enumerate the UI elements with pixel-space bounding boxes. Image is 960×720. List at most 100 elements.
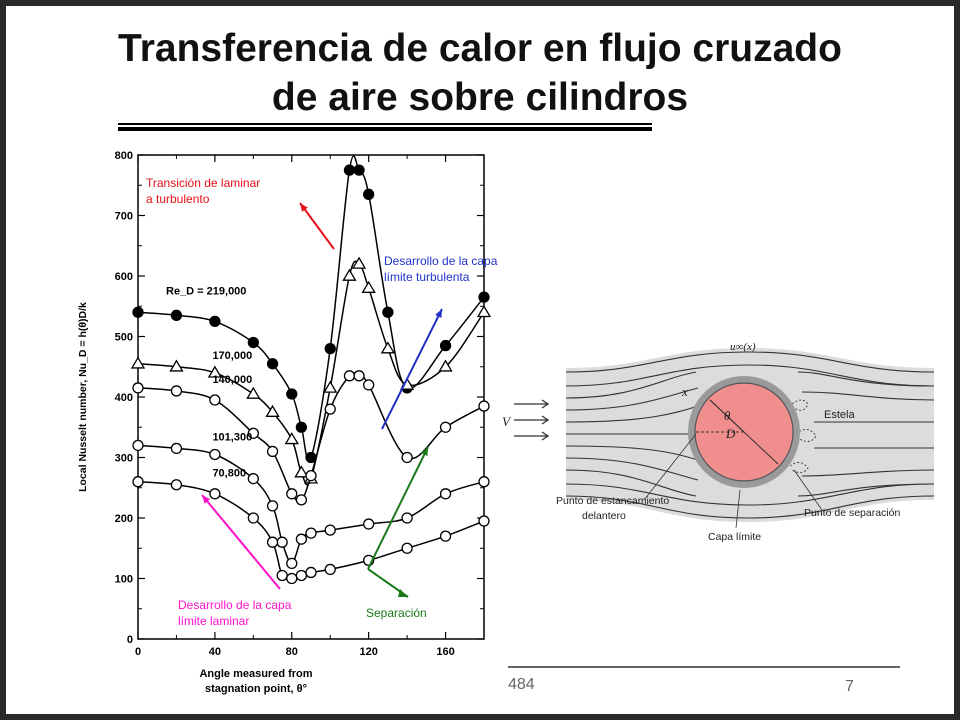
- data-point-101,300: [276, 536, 288, 548]
- separation-label: Punto de separación: [804, 507, 900, 519]
- series-label-170,000: 170,000: [212, 350, 252, 362]
- data-point-140,000: [286, 488, 298, 500]
- data-point-101,300: [363, 518, 375, 530]
- data-point-170,000: [284, 432, 299, 445]
- data-point-140,000: [305, 469, 317, 482]
- stagnation-leader: [643, 433, 697, 501]
- annotation-text: Desarrollo de la capa: [384, 254, 498, 268]
- slide-title-line2: de aire sobre cilindros: [271, 76, 689, 119]
- y-tick-label: 0: [127, 634, 133, 646]
- x-tick-label: 40: [209, 646, 221, 658]
- wake-label: Estela: [824, 409, 855, 421]
- nusselt-chart: 0 100 200 300 400 500 600 700 800 0 40 80 120 160 Loca…: [66, 139, 500, 710]
- data-point-170,000: [351, 256, 367, 269]
- x-axis-label-line2: stagnation point, θ°: [205, 683, 307, 695]
- data-point-140,000: [363, 379, 375, 391]
- data-point-170,000: [361, 280, 376, 293]
- boundary-layer-label: Capa límite: [708, 531, 761, 542]
- data-point-170,000: [246, 386, 261, 399]
- series-label-219,000: Re_D = 219,000: [166, 286, 246, 298]
- cylinder-flow-diagram: V x θ D u∞(x) Estela Punto de estancamie…: [496, 330, 934, 542]
- data-point-140,000: [170, 385, 183, 397]
- data-point-219,000: [286, 388, 298, 400]
- data-point-170,000: [130, 356, 146, 369]
- data-point-70,800: [247, 512, 259, 524]
- data-point-101,300: [209, 448, 221, 461]
- data-point-170,000: [380, 341, 396, 354]
- data-point-219,000: [209, 315, 221, 328]
- boundary-layer-leader: [735, 489, 741, 529]
- theta-label: θ: [724, 408, 731, 423]
- data-point-101,300: [247, 473, 259, 485]
- data-point-140,000: [353, 370, 365, 382]
- data-point-70,800: [295, 569, 308, 582]
- annotation-arrowhead: [421, 447, 428, 456]
- y-tick-label: 800: [115, 150, 133, 162]
- u-infinity-label: u∞(x): [730, 341, 756, 353]
- annotation-arrowhead: [435, 309, 442, 318]
- y-tick-label: 500: [115, 332, 133, 344]
- data-point-219,000: [132, 306, 144, 318]
- data-point-140,000: [343, 370, 356, 382]
- velocity-label: V: [502, 414, 512, 429]
- data-point-140,000: [209, 394, 221, 406]
- data-point-70,800: [286, 572, 298, 585]
- x-tick-label: 160: [436, 646, 454, 658]
- annotation-text: a turbulento: [146, 192, 210, 206]
- data-point-219,000: [295, 421, 308, 433]
- series-label-70,800: 70,800: [212, 468, 246, 480]
- data-point-219,000: [170, 309, 183, 321]
- streamlines: [565, 351, 934, 519]
- y-tick-label: 200: [115, 513, 133, 525]
- data-point-70,800: [209, 488, 221, 500]
- data-point-70,800: [439, 530, 452, 542]
- data-point-101,300: [170, 442, 183, 455]
- data-point-101,300: [478, 476, 490, 488]
- data-point-219,000: [439, 339, 452, 352]
- data-point-101,300: [305, 527, 317, 539]
- data-point-219,000: [353, 164, 365, 176]
- diameter-label: D: [725, 426, 736, 441]
- data-point-140,000: [266, 445, 279, 458]
- page-number: 7: [845, 678, 854, 695]
- data-point-170,000: [265, 404, 280, 417]
- x-tick-label: 80: [286, 646, 298, 658]
- data-point-101,300: [401, 512, 413, 524]
- data-point-170,000: [438, 359, 453, 372]
- data-point-219,000: [324, 342, 336, 355]
- data-point-70,800: [401, 542, 413, 554]
- annotation-text: Transición de laminar: [146, 176, 260, 190]
- annotation-text: límite laminar: [178, 614, 249, 628]
- angle-ray: [709, 399, 745, 433]
- stagnation-label-line2: delantero: [582, 510, 626, 522]
- data-point-170,000: [294, 465, 309, 478]
- annotation-text: límite turbulenta: [384, 270, 470, 284]
- data-point-219,000: [266, 358, 279, 370]
- data-point-219,000: [382, 306, 394, 318]
- data-point-70,800: [276, 569, 288, 582]
- title-underline-thick: [118, 127, 652, 131]
- annotation-arrowhead-2: [398, 589, 408, 597]
- series-label-140,000: 140,000: [212, 374, 252, 386]
- data-point-140,000: [132, 382, 144, 394]
- data-point-140,000: [401, 451, 413, 464]
- data-point-140,000: [439, 421, 452, 433]
- data-point-70,800: [324, 563, 336, 576]
- data-point-70,800: [266, 536, 279, 548]
- y-tick-label: 100: [115, 574, 133, 586]
- data-point-70,800: [170, 479, 183, 491]
- data-point-170,000: [207, 365, 223, 378]
- stagnation-label-line1: Punto de estancamiento: [556, 495, 669, 507]
- x-tick-label: 120: [359, 646, 377, 658]
- x-axis-label-line1: Angle measured from: [199, 668, 312, 680]
- y-tick-label: 600: [115, 271, 133, 283]
- footer-left-text: 484: [508, 676, 535, 693]
- flow-arrows: [514, 399, 550, 441]
- separation-leader: [793, 469, 823, 511]
- data-point-101,300: [439, 488, 452, 500]
- data-point-219,000: [247, 336, 259, 349]
- annotation-arrow: [299, 202, 335, 250]
- data-point-170,000: [323, 380, 338, 393]
- x-label: x: [681, 384, 688, 399]
- data-point-101,300: [286, 557, 298, 570]
